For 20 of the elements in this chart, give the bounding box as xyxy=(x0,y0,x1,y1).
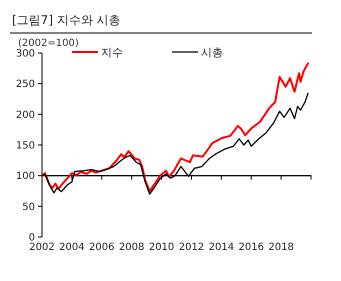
x-tick-label: 2008 xyxy=(118,242,144,254)
x-tick-label: 2012 xyxy=(178,242,204,254)
x-tick-label: 2018 xyxy=(268,242,294,254)
y-tick-label: 200 xyxy=(16,110,35,121)
y-tick-label: 300 xyxy=(16,48,35,60)
x-tick-label: 2006 xyxy=(89,242,115,254)
x-tick-label: 2004 xyxy=(59,242,85,254)
y-axis-title: (2002=100) xyxy=(18,38,79,49)
x-tick-label: 2014 xyxy=(208,242,234,254)
legend-label: 시총 xyxy=(201,46,223,59)
legend-label: 지수 xyxy=(101,46,123,59)
y-tick-label: 100 xyxy=(16,171,35,182)
x-tick-label: 2010 xyxy=(148,242,174,254)
chart-title: [그림7] 지수와 시총 xyxy=(12,13,121,27)
y-tick-label: 0 xyxy=(28,232,35,244)
y-tick-label: 150 xyxy=(16,140,35,152)
x-tick-label: 2016 xyxy=(238,242,264,254)
x-tick-label: 2002 xyxy=(29,242,55,254)
y-tick-label: 250 xyxy=(16,79,35,90)
y-tick-label: 50 xyxy=(22,202,35,213)
